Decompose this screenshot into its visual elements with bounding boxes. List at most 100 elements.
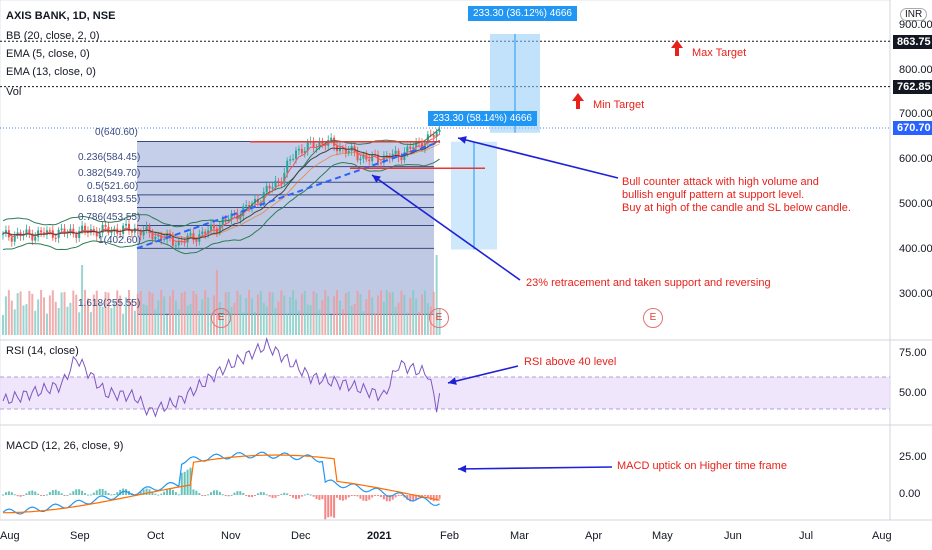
candle-body <box>265 185 268 192</box>
macd-histogram-bar <box>315 495 318 499</box>
volume-bar <box>45 313 48 335</box>
indicator-bb[interactable]: BB (20, close, 2, 0) <box>6 30 100 42</box>
candle-body <box>379 162 382 164</box>
candle-body <box>221 218 224 226</box>
volume-bar <box>142 304 145 335</box>
volume-bar <box>95 290 98 335</box>
earnings-marker[interactable]: E <box>211 308 231 328</box>
candle-body <box>362 155 365 159</box>
volume-bar <box>207 297 210 335</box>
candle-body <box>78 230 81 238</box>
volume-bar <box>350 305 353 335</box>
volume-bar <box>215 270 218 335</box>
volume-bar <box>133 310 136 335</box>
candle-body <box>406 146 409 153</box>
candle-body <box>368 159 371 162</box>
earnings-marker[interactable]: E <box>643 308 663 328</box>
candle-body <box>31 233 34 241</box>
candle-body <box>429 134 432 136</box>
candle-body <box>189 233 192 236</box>
candle-body <box>321 142 324 145</box>
macd-histogram-bar <box>242 492 245 495</box>
volume-bar <box>204 290 207 335</box>
candle-body <box>327 139 330 146</box>
price-badge-min: 762.85 <box>893 80 932 94</box>
macd-histogram-bar <box>25 493 28 495</box>
volume-bar <box>242 312 245 335</box>
volume-bar <box>84 290 87 335</box>
volume-bar <box>239 294 242 335</box>
volume-bar <box>271 292 274 335</box>
macd-histogram-bar <box>174 492 177 495</box>
candle-body <box>142 230 145 236</box>
volume-bar <box>113 301 116 335</box>
volume-bar <box>157 300 160 335</box>
volume-bar <box>43 297 46 335</box>
macd-histogram-bar <box>324 495 327 520</box>
volume-bar <box>16 293 19 335</box>
rsi-label[interactable]: RSI (14, close) <box>6 345 79 357</box>
volume-bar <box>66 306 69 335</box>
indicator-vol[interactable]: Vol <box>6 86 22 98</box>
macd-histogram-bar <box>338 495 341 500</box>
candle-body <box>280 181 283 184</box>
volume-bar <box>230 306 233 335</box>
bull-note-line: bullish engulf pattern at support level. <box>622 189 805 201</box>
macd-tick: 0.00 <box>899 488 921 500</box>
macd-histogram-bar <box>13 494 16 496</box>
symbol-title: AXIS BANK, 1D, NSE <box>6 10 116 22</box>
indicator-ema5[interactable]: EMA (5, close, 0) <box>6 48 90 60</box>
volume-bar <box>166 314 169 335</box>
candle-body <box>438 129 441 132</box>
volume-bar <box>251 298 254 335</box>
macd-histogram-bar <box>16 495 19 497</box>
macd-histogram-bar <box>268 495 271 497</box>
price-tick: 600.00 <box>899 153 932 165</box>
indicator-ema13[interactable]: EMA (13, close, 0) <box>6 66 96 78</box>
volume-bar <box>306 304 309 335</box>
volume-bar <box>160 290 163 335</box>
candle-body <box>432 134 435 137</box>
earnings-marker[interactable]: E <box>429 308 449 328</box>
macd-histogram-bar <box>98 488 101 495</box>
macd-histogram-bar <box>4 492 7 495</box>
time-tick: Dec <box>291 530 311 542</box>
currency-badge[interactable]: INR <box>900 8 928 21</box>
macd-histogram-bar <box>435 495 438 501</box>
macd-histogram-bar <box>233 492 236 495</box>
volume-bar <box>382 301 385 335</box>
candle-body <box>101 224 104 233</box>
candle-body <box>110 230 113 233</box>
volume-bar <box>40 290 43 335</box>
volume-bar <box>359 293 362 335</box>
volume-bar <box>388 292 391 335</box>
bull-note-arrow-head <box>458 136 467 144</box>
volume-bar <box>268 291 271 335</box>
volume-bar <box>353 303 356 335</box>
volume-bar <box>107 292 110 335</box>
macd-histogram-bar <box>107 493 110 495</box>
macd-histogram-bar <box>19 495 22 497</box>
macd-label[interactable]: MACD (12, 26, close, 9) <box>6 440 124 452</box>
rsi-tick: 50.00 <box>899 387 927 399</box>
time-tick: Jul <box>799 530 814 542</box>
macd-histogram-bar <box>253 495 256 496</box>
volume-bar <box>321 300 324 335</box>
macd-histogram-bar <box>412 495 415 502</box>
candle-body <box>300 148 303 154</box>
candle-body <box>256 199 259 203</box>
candle-body <box>201 231 204 235</box>
macd-histogram-bar <box>57 491 60 495</box>
macd-histogram-bar <box>379 495 382 498</box>
volume-bar <box>253 311 256 335</box>
volume-bar <box>400 290 403 335</box>
macd-histogram-bar <box>195 490 198 495</box>
volume-bar <box>283 295 286 335</box>
macd-histogram-bar <box>356 495 359 497</box>
candle-body <box>145 226 148 231</box>
candle-body <box>271 187 274 189</box>
candle-body <box>148 226 151 234</box>
rsi-arrow <box>447 365 519 384</box>
signal-line <box>3 454 440 514</box>
